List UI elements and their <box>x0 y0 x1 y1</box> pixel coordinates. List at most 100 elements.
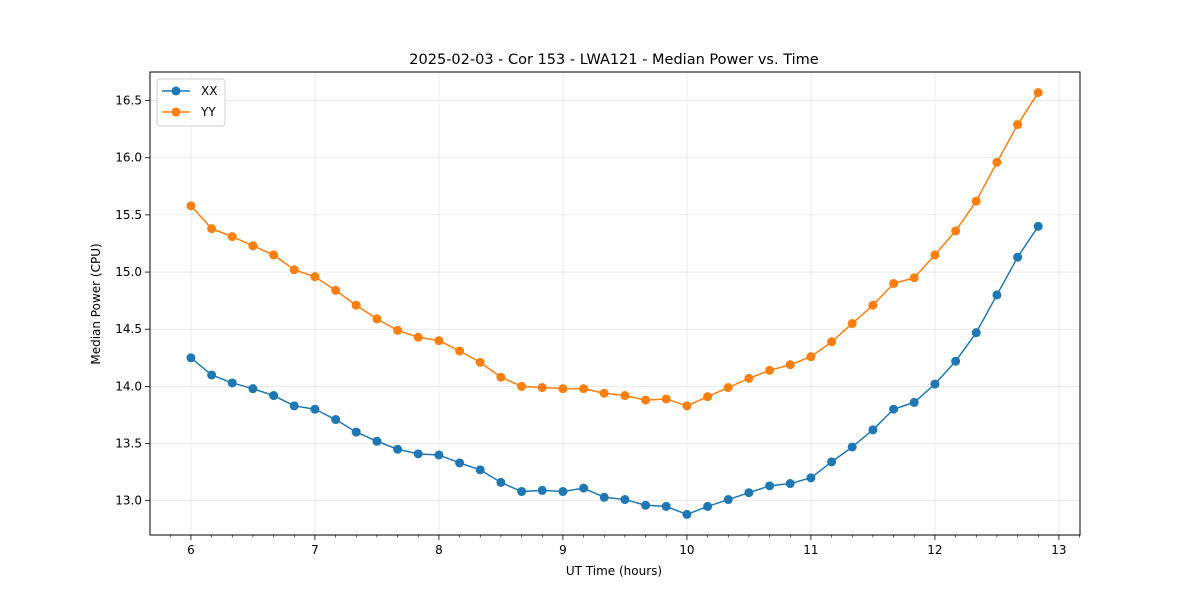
data-point-yy <box>289 265 299 275</box>
data-point-xx <box>1033 221 1043 231</box>
data-point-yy <box>455 346 465 356</box>
data-point-xx <box>992 290 1002 300</box>
x-tick-label: 12 <box>927 543 942 557</box>
y-tick-label: 16.0 <box>115 151 142 165</box>
legend-marker-xx <box>171 86 181 96</box>
data-point-yy <box>434 336 444 346</box>
data-point-xx <box>930 379 940 389</box>
data-point-xx <box>269 391 279 401</box>
data-point-yy <box>620 391 630 401</box>
series-layer <box>186 88 1043 519</box>
data-point-xx <box>248 384 258 394</box>
x-tick-label: 11 <box>803 543 818 557</box>
legend-label-yy: YY <box>200 105 216 119</box>
data-point-yy <box>682 401 692 411</box>
data-point-xx <box>847 442 857 452</box>
data-point-yy <box>1033 88 1043 98</box>
data-point-xx <box>496 477 506 487</box>
data-point-yy <box>1013 120 1023 130</box>
data-point-yy <box>641 395 651 405</box>
data-point-xx <box>455 458 465 468</box>
x-tick-label: 10 <box>679 543 694 557</box>
x-axis: 6 7 8 9 10 11 12 13 <box>169 535 1080 557</box>
grid <box>150 72 1080 535</box>
data-point-xx <box>971 328 981 338</box>
y-tick-label: 15.5 <box>115 208 142 222</box>
data-point-yy <box>496 372 506 382</box>
data-point-yy <box>331 285 341 295</box>
data-point-yy <box>909 273 919 283</box>
data-point-yy <box>248 241 258 251</box>
data-point-yy <box>785 360 795 370</box>
data-point-yy <box>351 300 361 310</box>
data-point-xx <box>620 495 630 505</box>
data-point-xx <box>641 500 651 510</box>
data-point-xx <box>393 444 403 454</box>
legend-label-xx: XX <box>201 84 217 98</box>
data-point-yy <box>971 196 981 206</box>
y-tick-label: 14.0 <box>115 379 142 393</box>
data-point-yy <box>723 383 733 393</box>
data-point-yy <box>661 394 671 404</box>
data-point-xx <box>434 450 444 460</box>
data-point-xx <box>723 495 733 505</box>
data-point-xx <box>765 481 775 491</box>
series-xx <box>186 221 1043 519</box>
data-point-xx <box>951 356 961 366</box>
data-point-yy <box>868 300 878 310</box>
data-point-yy <box>765 365 775 375</box>
y-tick-label: 15.0 <box>115 265 142 279</box>
data-point-xx <box>703 501 713 511</box>
data-point-yy <box>475 357 485 367</box>
data-point-xx <box>806 473 816 483</box>
x-tick-label: 8 <box>435 543 443 557</box>
data-point-yy <box>599 388 609 398</box>
y-tick-label: 14.5 <box>115 322 142 336</box>
x-tick-label: 7 <box>311 543 319 557</box>
y-axis: 13.0 13.5 14.0 14.5 15.0 15.5 16.0 16.5 <box>115 94 150 508</box>
data-point-xx <box>909 397 919 407</box>
data-point-yy <box>889 278 899 288</box>
data-point-xx <box>868 425 878 435</box>
x-tick-label: 13 <box>1051 543 1066 557</box>
data-point-yy <box>579 384 589 394</box>
data-point-xx <box>227 378 237 388</box>
chart-title: 2025-02-03 - Cor 153 - LWA121 - Median P… <box>409 52 818 68</box>
data-point-xx <box>579 483 589 493</box>
data-point-xx <box>331 415 341 425</box>
series-yy <box>186 88 1043 411</box>
data-point-xx <box>475 465 485 475</box>
x-axis-label: UT Time (hours) <box>566 564 662 578</box>
data-point-yy <box>827 337 837 347</box>
data-point-yy <box>806 352 816 362</box>
data-point-xx <box>599 492 609 502</box>
data-point-xx <box>558 487 568 497</box>
x-tick-label: 9 <box>559 543 567 557</box>
data-point-yy <box>186 201 196 211</box>
data-point-yy <box>207 224 217 234</box>
data-point-xx <box>682 509 692 519</box>
x-tick-label: 6 <box>187 543 195 557</box>
legend-entry-yy: YY <box>162 105 216 119</box>
data-point-xx <box>186 353 196 363</box>
data-point-xx <box>351 427 361 437</box>
data-point-yy <box>744 373 754 383</box>
data-point-xx <box>289 401 299 411</box>
data-point-xx <box>889 404 899 414</box>
data-point-xx <box>744 488 754 498</box>
y-tick-label: 16.5 <box>115 94 142 108</box>
data-point-xx <box>1013 252 1023 262</box>
data-point-yy <box>703 392 713 402</box>
plot-frame <box>149 71 1081 536</box>
data-point-yy <box>310 272 320 282</box>
data-point-yy <box>558 384 568 394</box>
data-point-yy <box>413 332 423 342</box>
data-point-xx <box>310 404 320 414</box>
data-point-xx <box>372 436 382 446</box>
data-point-yy <box>951 226 961 236</box>
y-tick-label: 13.0 <box>115 494 142 508</box>
y-axis-label: Median Power (CPU) <box>89 243 103 364</box>
data-point-xx <box>785 479 795 489</box>
legend-entry-xx: XX <box>162 84 217 98</box>
